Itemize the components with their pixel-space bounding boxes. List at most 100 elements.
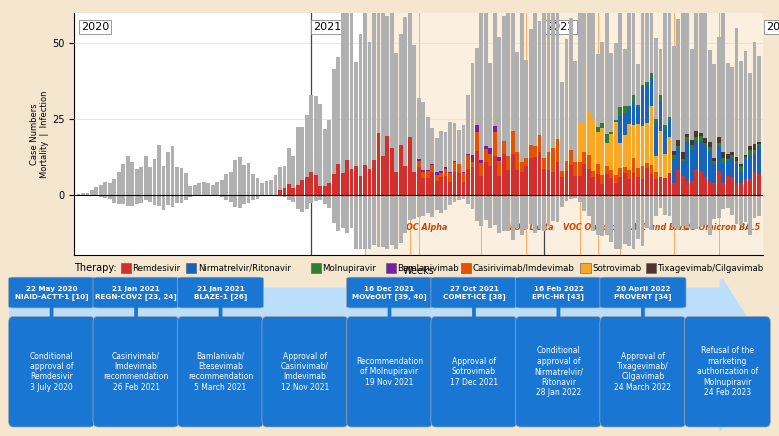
Bar [717, 146, 721, 171]
Bar [726, 161, 729, 176]
Bar [681, 13, 685, 194]
Bar [337, 164, 340, 194]
Bar [126, 194, 129, 206]
Bar [654, 172, 658, 179]
Bar [712, 183, 716, 194]
Bar [658, 49, 662, 194]
Bar [350, 168, 354, 194]
Bar [117, 194, 121, 204]
Bar [475, 125, 479, 132]
Bar [654, 179, 658, 194]
Bar [323, 129, 326, 194]
Bar [654, 119, 658, 123]
Bar [632, 102, 636, 125]
Bar [358, 177, 362, 194]
Bar [622, 49, 626, 194]
Bar [278, 190, 282, 194]
Bar [529, 158, 533, 194]
FancyBboxPatch shape [600, 317, 686, 427]
Bar [739, 172, 743, 183]
Bar [112, 194, 116, 203]
Text: Conditional
approval of
Remdesivir
3 July 2020: Conditional approval of Remdesivir 3 Jul… [30, 351, 73, 392]
Bar [144, 156, 147, 194]
Bar [712, 158, 716, 161]
Text: 21 Jan 2021
BLAZE-1 [26]: 21 Jan 2021 BLAZE-1 [26] [194, 286, 247, 300]
Bar [726, 63, 729, 194]
Bar [583, 152, 587, 164]
Bar [506, 156, 510, 170]
Bar [744, 51, 747, 194]
Bar [605, 194, 608, 235]
Bar [632, 194, 636, 249]
Bar [421, 102, 425, 194]
Bar [399, 34, 403, 194]
Bar [703, 13, 707, 194]
Bar [515, 51, 519, 194]
Bar [502, 141, 506, 154]
Bar [260, 194, 264, 197]
Bar [542, 194, 546, 231]
Bar [386, 16, 390, 194]
Bar [739, 167, 743, 172]
Bar [591, 194, 595, 231]
Bar [730, 194, 734, 215]
Bar [609, 132, 613, 134]
Bar [332, 194, 336, 223]
Bar [690, 49, 693, 194]
Bar [153, 159, 157, 194]
Bar [614, 43, 618, 194]
FancyBboxPatch shape [9, 277, 95, 308]
Bar [408, 194, 411, 220]
Bar [363, 13, 367, 194]
Bar [309, 194, 313, 203]
FancyBboxPatch shape [431, 277, 517, 308]
Bar [757, 174, 761, 194]
Text: 2022: 2022 [546, 22, 575, 32]
Bar [444, 194, 447, 210]
Bar [520, 13, 523, 194]
Bar [439, 194, 443, 213]
Bar [305, 177, 308, 194]
Bar [619, 116, 622, 143]
Bar [619, 194, 622, 249]
Bar [565, 161, 569, 171]
Bar [122, 164, 125, 194]
Bar [529, 145, 533, 158]
Bar [291, 187, 295, 194]
Bar [412, 45, 416, 194]
Bar [601, 123, 605, 129]
Bar [502, 16, 506, 194]
Bar [327, 194, 331, 208]
Bar [739, 61, 743, 194]
Bar [493, 13, 497, 194]
Text: 27 Oct 2021
COMET-ICE [38]: 27 Oct 2021 COMET-ICE [38] [442, 286, 506, 300]
Bar [708, 152, 711, 182]
Bar [368, 168, 372, 194]
Bar [668, 194, 671, 216]
Bar [663, 13, 667, 194]
Bar [481, 13, 580, 255]
Bar [619, 167, 622, 177]
Bar [583, 194, 587, 211]
Bar [265, 181, 269, 194]
Bar [305, 194, 308, 208]
Bar [699, 194, 703, 227]
Bar [493, 194, 497, 225]
Bar [672, 159, 676, 183]
Bar [193, 194, 197, 196]
Bar [703, 194, 707, 225]
Bar [435, 172, 439, 175]
Text: VOC Omicron BA.5: VOC Omicron BA.5 [677, 223, 760, 232]
Bar [430, 172, 434, 194]
Text: 2020: 2020 [81, 22, 109, 32]
Bar [480, 194, 483, 226]
Bar [189, 194, 192, 197]
Bar [587, 13, 590, 194]
Bar [591, 120, 595, 171]
Bar [139, 167, 143, 194]
Bar [551, 148, 555, 172]
Bar [622, 194, 626, 244]
Bar [645, 163, 649, 167]
Bar [453, 123, 456, 194]
Bar [448, 172, 452, 173]
